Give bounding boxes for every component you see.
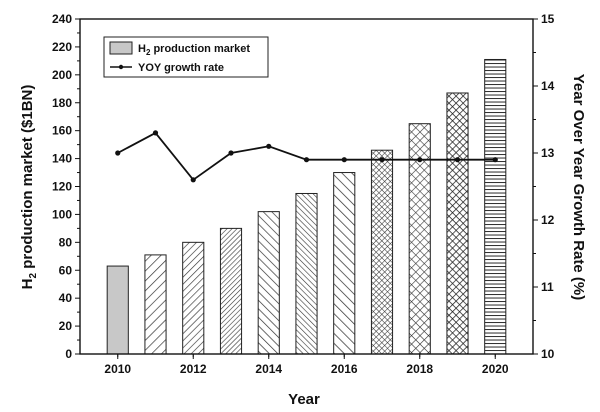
y-axis-left-title-rest: production market ($1BN) (19, 85, 36, 273)
bars-layer (106, 58, 507, 355)
y-right-tick-label: 11 (541, 280, 554, 294)
x-tick-label: 2018 (406, 362, 433, 376)
y-left-tick-label: 20 (59, 319, 73, 333)
growth-point-2012 (190, 177, 196, 183)
y-axis-left-title-main: H (19, 279, 36, 290)
y-left-tick-label: 40 (59, 291, 73, 305)
y-left-tick-label: 200 (52, 68, 72, 82)
legend-label-bar: H2 production market (138, 43, 250, 57)
x-tick-label: 2012 (180, 362, 207, 376)
growth-point-2016 (341, 157, 347, 163)
growth-point-2011 (152, 130, 159, 136)
growth-point-2013 (228, 150, 234, 156)
bar-2019 (446, 92, 469, 355)
x-axis-title: Year (288, 391, 320, 408)
y-left-tick-label: 60 (59, 263, 73, 277)
bar-2010 (106, 265, 129, 355)
y-right-tick-label: 12 (541, 213, 555, 227)
bar-2020 (484, 58, 507, 355)
growth-point-2017 (379, 157, 385, 163)
bar-2017 (370, 149, 394, 355)
bar-2016 (333, 172, 356, 355)
growth-point-2020 (492, 157, 498, 163)
y-axis-right-title: Year Over Year Growth Rate (%) (570, 74, 587, 301)
y-left-tick-label: 100 (52, 207, 72, 221)
x-tick-label: 2014 (255, 362, 282, 376)
growth-line (117, 131, 496, 182)
growth-point-2015 (303, 157, 310, 163)
bar-2011 (144, 254, 167, 355)
y-left-tick-label: 120 (52, 180, 72, 194)
legend: H2 production market YOY growth rate (103, 36, 269, 78)
y-right-tick-label: 14 (541, 79, 555, 93)
y-right-tick-label: 10 (541, 347, 555, 361)
growth-point-2018 (417, 157, 423, 163)
bar-2015 (295, 192, 318, 355)
y-left-tick-label: 160 (52, 124, 72, 138)
growth-point-2019 (454, 157, 461, 163)
legend-swatch-marker (118, 64, 124, 70)
y-right-tick-label: 13 (541, 146, 555, 160)
growth-point-2010 (115, 150, 121, 156)
growth-point-2014 (266, 143, 272, 149)
legend-swatch-bar (109, 41, 133, 55)
x-tick-label: 2010 (104, 362, 131, 376)
y-left-tick-label: 0 (65, 347, 72, 361)
bar-2014 (257, 211, 280, 355)
y-axis-left-title: H2 production market ($1BN) (19, 85, 39, 290)
x-tick-label: 2016 (331, 362, 358, 376)
y-left-tick-label: 80 (59, 235, 73, 249)
y-left-tick-label: 180 (52, 96, 72, 110)
bar-2012 (182, 241, 205, 355)
axes-layer: 0 20 40 60 80 100 120 140 160 180 200 220 240 10 11 12 1… (52, 12, 555, 376)
bar-2013 (219, 227, 243, 355)
y-left-tick-label: 220 (52, 40, 72, 54)
y-left-tick-label: 240 (52, 12, 72, 26)
legend-label-line: YOY growth rate (138, 62, 224, 74)
x-tick-label: 2020 (482, 362, 509, 376)
growth-line-layer (115, 130, 498, 183)
y-right-tick-label: 15 (541, 12, 555, 26)
y-left-tick-label: 140 (52, 152, 72, 166)
y-axis-left-title-sub: 2 (28, 273, 39, 279)
